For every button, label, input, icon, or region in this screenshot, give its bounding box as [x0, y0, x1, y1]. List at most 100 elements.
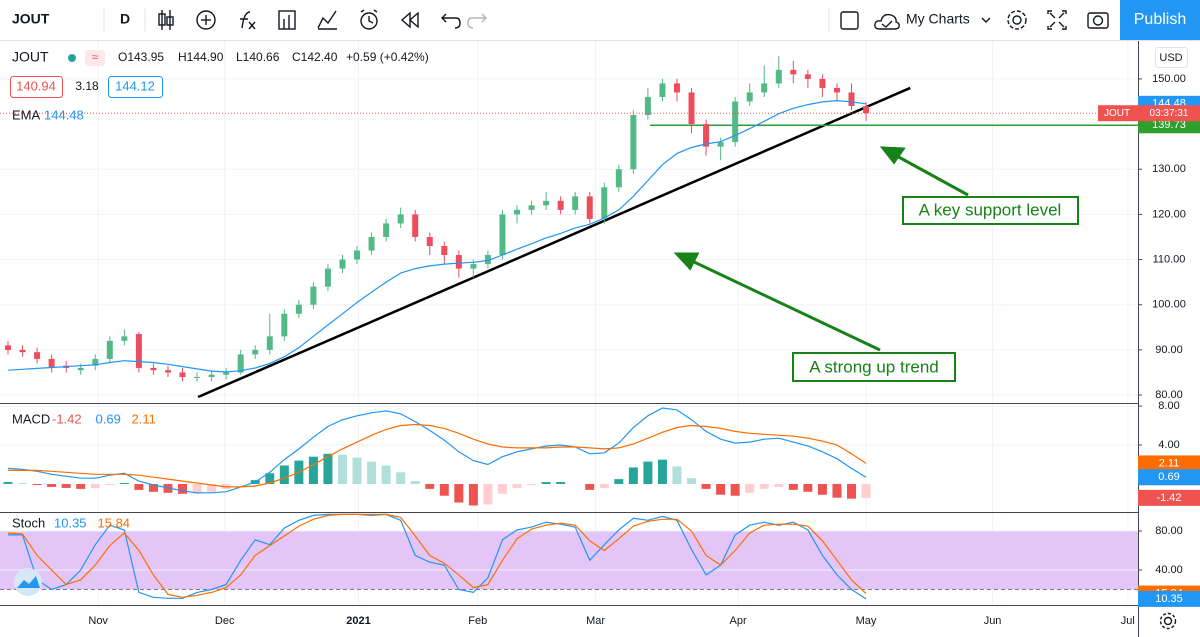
- arrow-head: [673, 252, 700, 271]
- arrow[interactable]: [691, 259, 881, 352]
- symbol-search[interactable]: JOUT: [12, 11, 50, 27]
- candle-body: [48, 358, 55, 368]
- alert-button[interactable]: [360, 9, 378, 30]
- x-tick-label: 2021: [346, 615, 370, 627]
- annotation-box[interactable]: [902, 196, 1079, 225]
- candle-body: [863, 106, 870, 114]
- bid-box[interactable]: [10, 76, 63, 98]
- layout-button[interactable]: [840, 11, 859, 30]
- candle-body: [34, 352, 41, 359]
- macd-histogram-bar: [178, 484, 188, 494]
- currency-box[interactable]: [1155, 47, 1188, 68]
- publish-button[interactable]: [1120, 0, 1200, 40]
- macd-histogram-bar: [614, 479, 624, 485]
- macd-histogram-bar: [381, 465, 391, 485]
- currency: USD: [1159, 52, 1182, 64]
- logo[interactable]: [14, 568, 42, 596]
- macd-histogram-bar: [643, 461, 653, 485]
- candle-body: [92, 358, 99, 366]
- candle-body: [237, 354, 244, 373]
- x-tick-label: Jul: [1121, 615, 1135, 627]
- ask-box[interactable]: [108, 76, 163, 98]
- chart-type-button[interactable]: [158, 10, 174, 30]
- logo-mark: [17, 576, 40, 588]
- candle-body: [717, 142, 724, 147]
- ema-legend-name: EMA: [12, 107, 41, 122]
- candle-body: [77, 367, 84, 371]
- macd-histogram-bar: [323, 453, 333, 485]
- arrow[interactable]: [894, 153, 969, 197]
- candle-body: [4, 345, 11, 350]
- y-tick-label: 130.00: [1152, 163, 1186, 175]
- macd-histogram-bar: [134, 484, 144, 490]
- macd-histogram-bar: [207, 484, 217, 492]
- macd-histogram-bar: [585, 484, 595, 490]
- fullscreen-button[interactable]: [1047, 10, 1067, 30]
- stoch-badge-bg: [1138, 590, 1200, 607]
- macd-histogram-bar: [279, 465, 289, 485]
- x-tick-label: Mar: [586, 615, 605, 627]
- layout-menu[interactable]: My Charts: [906, 11, 970, 27]
- macd-legend-value: 0.69: [96, 411, 121, 426]
- replay-button[interactable]: [400, 11, 419, 29]
- x-tick-label: Jun: [984, 615, 1002, 627]
- macd-histogram-bar: [832, 484, 842, 498]
- macd-histogram-bar: [410, 481, 420, 485]
- price-badge-countdown: 03:37:31: [1150, 108, 1189, 119]
- y-tick-label: 80.00: [1155, 525, 1183, 537]
- macd-histogram-bar: [803, 484, 813, 492]
- indicators-button[interactable]: [196, 10, 216, 30]
- legend-close: C142.40: [292, 50, 338, 64]
- candle-body: [121, 336, 128, 341]
- annotation-box[interactable]: [792, 352, 956, 382]
- macd-line: [7, 407, 867, 494]
- y-tick-label: 80.00: [1155, 389, 1183, 401]
- interval-button[interactable]: D: [120, 11, 130, 27]
- layout-menu-arrow[interactable]: [981, 17, 991, 23]
- publish-label[interactable]: Publish: [1134, 11, 1186, 28]
- x-tick-label: Nov: [88, 615, 108, 627]
- candle-body: [528, 205, 535, 210]
- candle-body: [514, 209, 521, 215]
- candle-body: [455, 255, 462, 269]
- screenshot-button[interactable]: [1087, 12, 1109, 29]
- axis-settings-button[interactable]: [1159, 612, 1177, 630]
- macd-histogram-bar: [32, 484, 42, 485]
- fx-button[interactable]: [240, 11, 256, 30]
- candle-body: [659, 83, 666, 97]
- y-tick-label: 100.00: [1152, 299, 1186, 311]
- macd-badge-bg: [1138, 455, 1200, 472]
- candle-body: [499, 214, 506, 256]
- toolbar: [0, 0, 1200, 40]
- candle-body: [543, 200, 550, 206]
- macd-histogram-bar: [265, 473, 275, 485]
- candle-body: [572, 196, 579, 210]
- stoch-line: [8, 513, 867, 600]
- candle-body: [615, 169, 622, 188]
- templates-button[interactable]: [278, 10, 296, 30]
- macd-histogram-bar: [439, 484, 449, 496]
- ema-line: [7, 99, 867, 373]
- settings-button[interactable]: [1007, 10, 1027, 30]
- macd-histogram-bar: [148, 484, 158, 492]
- candle-body: [135, 334, 142, 368]
- legend-open: O143.95: [118, 50, 164, 64]
- macd-line: [8, 423, 867, 488]
- macd-legend-name: MACD: [12, 411, 50, 426]
- macd-histogram-bar: [483, 484, 493, 505]
- redo-button[interactable]: [467, 13, 487, 29]
- legend-symbol: JOUT: [12, 49, 49, 65]
- data-problem-icon: [85, 50, 105, 66]
- macd-histogram-bar: [497, 484, 507, 494]
- candle-body: [295, 304, 302, 314]
- price-axis: [1138, 41, 1200, 637]
- undo-button[interactable]: [441, 13, 461, 29]
- spread: 3.18: [75, 79, 99, 93]
- macd-histogram-bar: [701, 484, 711, 489]
- candle-body: [804, 74, 811, 79]
- y-tick-label: 150.00: [1152, 73, 1186, 85]
- compare-button[interactable]: [317, 10, 337, 30]
- macd-histogram-bar: [367, 461, 377, 485]
- macd-histogram-bar: [192, 484, 202, 494]
- candle-body: [354, 250, 361, 260]
